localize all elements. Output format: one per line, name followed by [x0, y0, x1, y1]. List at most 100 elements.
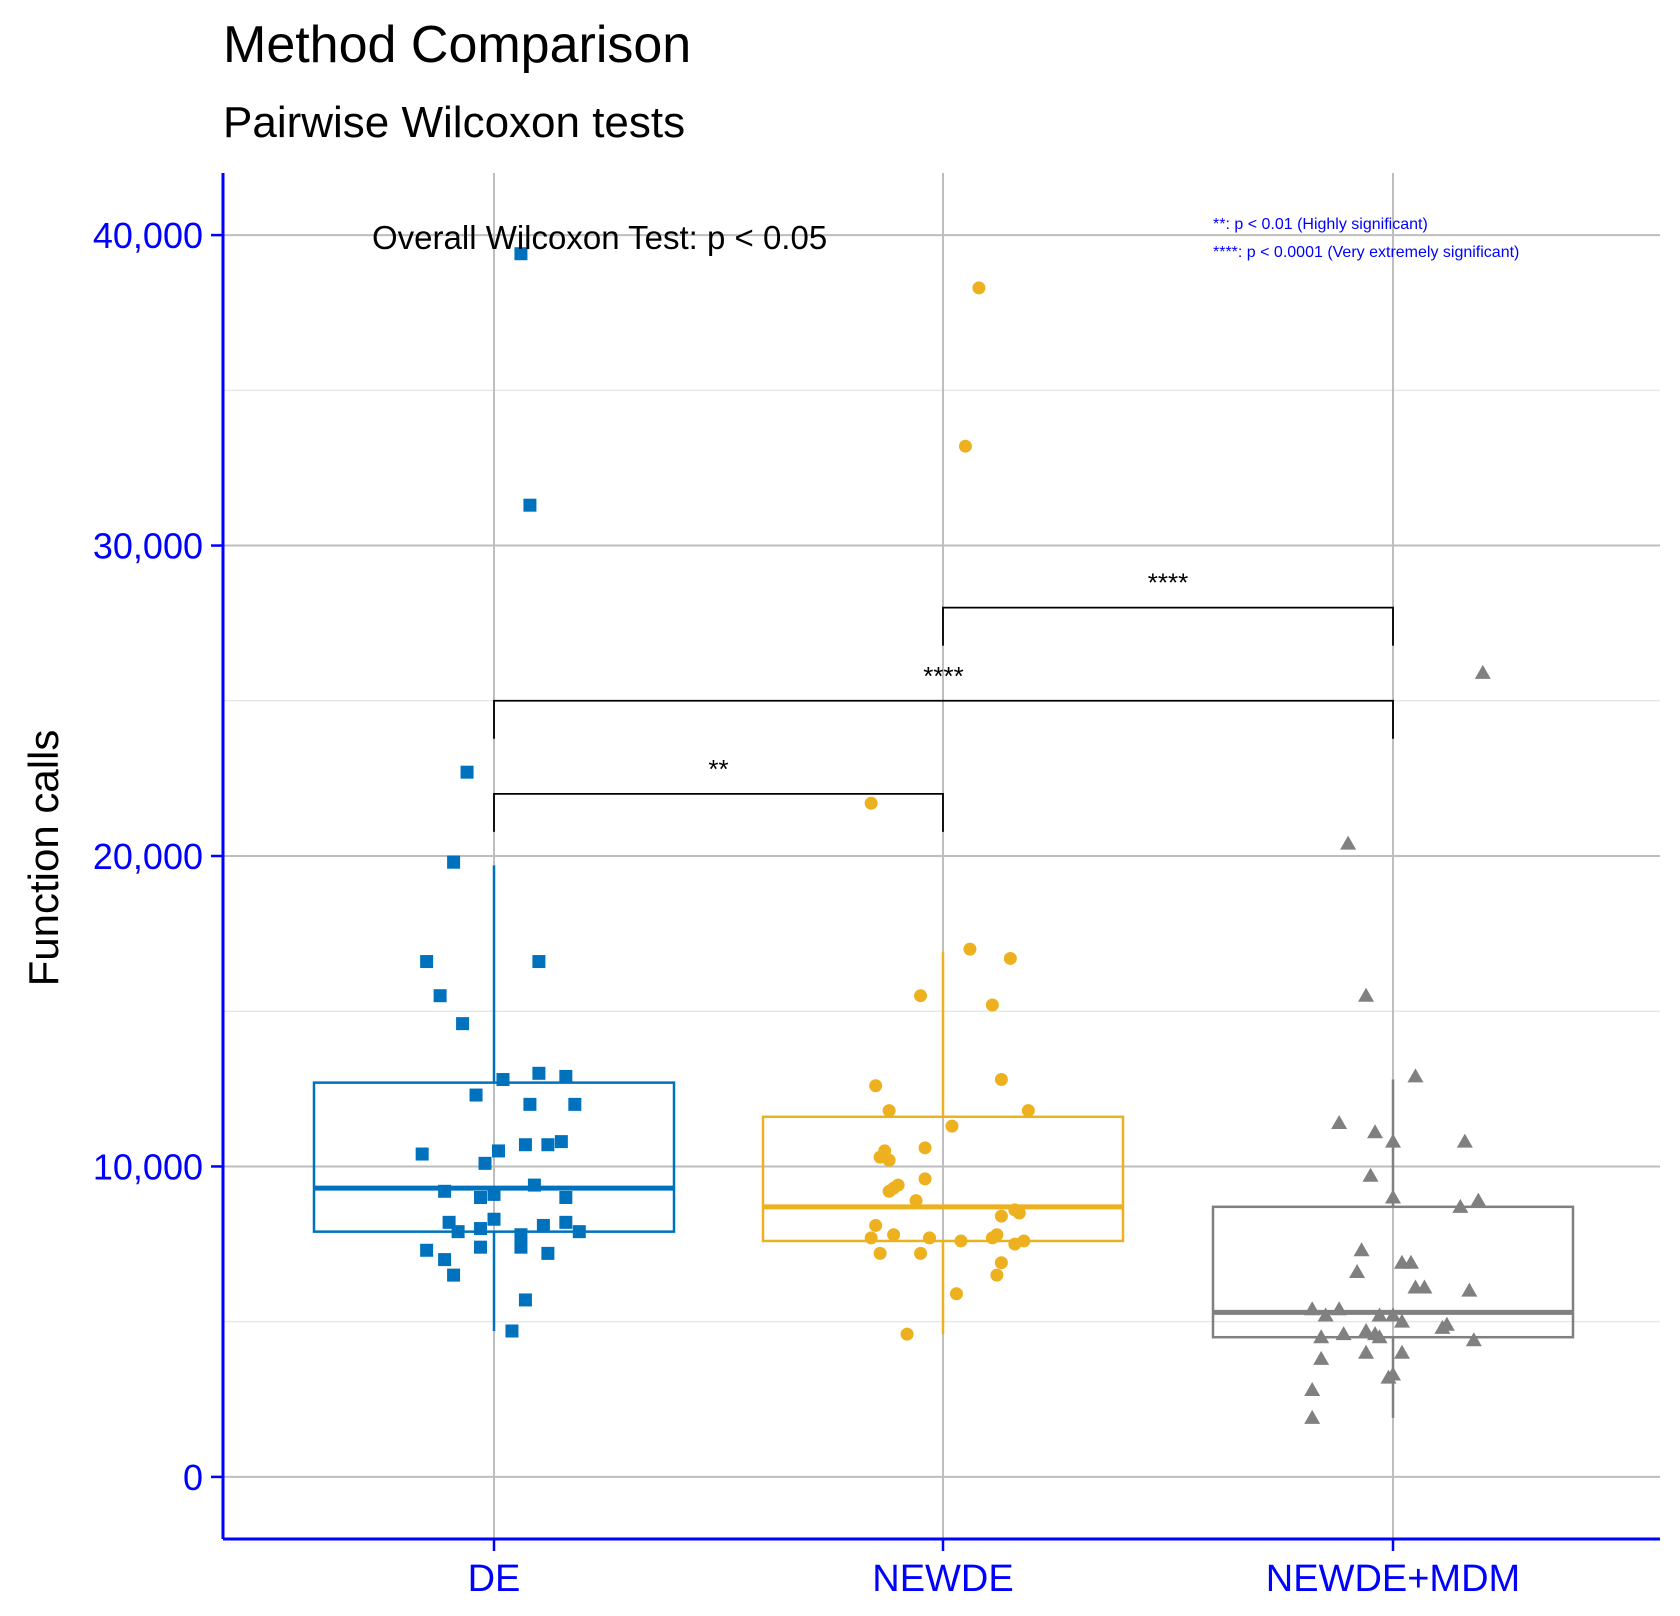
data-point-triangle [1317, 1307, 1334, 1322]
data-point-circle [909, 1194, 923, 1208]
data-point-triangle [1331, 1114, 1348, 1129]
axis-layer: 0 10,000 20,000 30,000 40,000 DE NEWDE NEWDE+MD… [93, 173, 1660, 1600]
data-point-triangle [1367, 1124, 1384, 1139]
data-point-circle [990, 1268, 1004, 1282]
legend-note-double-star: **: p < 0.01 (Highly significant) [1213, 216, 1428, 233]
data-point-circle [994, 1073, 1008, 1087]
data-point-triangle [1393, 1313, 1410, 1328]
data-point-circle [918, 1172, 932, 1186]
data-point-circle [958, 439, 972, 453]
data-point-triangle [1349, 1264, 1366, 1279]
data-point-circle [963, 942, 977, 956]
data-point-square [523, 498, 537, 512]
data-point-square [456, 1017, 470, 1031]
data-point-circle [878, 1144, 892, 1158]
data-point-square [505, 1324, 519, 1338]
data-point-square [541, 1246, 555, 1260]
data-point-triangle [1304, 1381, 1321, 1396]
data-point-square [532, 1066, 546, 1080]
data-point-square [415, 1147, 429, 1161]
box-iqr [312, 1081, 676, 1233]
data-point-square [491, 1144, 505, 1158]
data-point-square [559, 1069, 573, 1083]
legend-note-quad-star: ****: p < 0.0001 (Very extremely signifi… [1213, 244, 1519, 261]
data-point-square [420, 955, 434, 969]
data-point-triangle [1358, 1344, 1375, 1359]
bracket-layer: ********** [493, 568, 1394, 832]
data-point-square [554, 1135, 568, 1149]
data-point-circle [994, 1209, 1008, 1223]
data-point-triangle [1385, 1133, 1401, 1148]
data-point-circle [887, 1181, 901, 1195]
data-point-square [438, 1253, 452, 1267]
data-point-triangle [1470, 1192, 1487, 1207]
data-point-square [523, 1097, 537, 1111]
data-point-circle [918, 1141, 932, 1155]
y-tick-label: 0 [183, 1457, 203, 1498]
data-point-triangle [1335, 1326, 1352, 1341]
data-point-circle [990, 1228, 1004, 1242]
y-tick-label: 20,000 [93, 836, 203, 877]
overall-test-annotation: Overall Wilcoxon Test: p < 0.05 [372, 219, 827, 256]
data-point-square [532, 955, 546, 969]
data-point-triangle [1340, 835, 1357, 850]
chart-subtitle: Pairwise Wilcoxon tests [223, 98, 685, 147]
box-iqr [1211, 1205, 1575, 1339]
grid-layer [223, 173, 1660, 1539]
data-point-square [487, 1187, 501, 1201]
data-point-triangle [1385, 1189, 1401, 1204]
data-point-triangle [1416, 1279, 1433, 1294]
significance-bracket [942, 606, 1394, 646]
data-point-square [420, 1243, 434, 1257]
data-point-circle [900, 1327, 914, 1341]
data-point-circle [873, 1246, 887, 1260]
data-point-square [460, 765, 474, 779]
data-point-circle [1017, 1234, 1031, 1248]
data-point-square [474, 1191, 488, 1204]
y-axis-title: Function calls [20, 730, 67, 987]
data-point-triangle [1362, 1167, 1379, 1182]
data-point-circle [869, 1079, 883, 1093]
data-point-circle [1003, 951, 1017, 965]
data-point-triangle [1385, 1307, 1401, 1322]
data-point-square [496, 1073, 510, 1087]
data-point-circle [945, 1119, 959, 1133]
data-point-circle [864, 1231, 878, 1245]
data-point-square [559, 1191, 573, 1204]
point-layer [415, 247, 1491, 1424]
data-point-triangle [1407, 1068, 1424, 1083]
data-point-square [469, 1088, 483, 1102]
data-point-circle [923, 1231, 937, 1245]
significance-label: **** [923, 661, 963, 691]
significance-label: ** [708, 754, 728, 784]
data-point-square [447, 1268, 461, 1282]
data-point-square [514, 247, 528, 261]
data-point-triangle [1474, 664, 1491, 679]
significance-bracket [493, 793, 944, 832]
data-point-triangle [1461, 1282, 1478, 1297]
data-point-circle [882, 1104, 896, 1118]
significance-label: **** [1148, 568, 1188, 598]
data-point-triangle [1452, 1198, 1469, 1213]
data-point-triangle [1313, 1329, 1330, 1344]
data-point-triangle [1331, 1301, 1348, 1316]
data-point-triangle [1393, 1254, 1410, 1269]
data-point-triangle [1367, 1326, 1384, 1341]
y-tick-label: 30,000 [93, 526, 203, 567]
chart-title: Method Comparison [223, 16, 691, 74]
data-point-square [433, 989, 447, 1003]
data-point-square [451, 1225, 465, 1239]
data-point-square [474, 1240, 488, 1254]
data-point-triangle [1465, 1332, 1482, 1347]
data-point-square [487, 1212, 501, 1226]
data-point-square [518, 1138, 532, 1152]
data-point-square [438, 1184, 452, 1198]
x-tick-label: DE [468, 1558, 521, 1600]
data-point-circle [864, 796, 878, 810]
data-point-triangle [1380, 1369, 1397, 1384]
data-point-square [447, 855, 461, 869]
data-point-triangle [1371, 1307, 1388, 1322]
data-point-circle [887, 1228, 901, 1242]
data-point-triangle [1304, 1301, 1321, 1316]
